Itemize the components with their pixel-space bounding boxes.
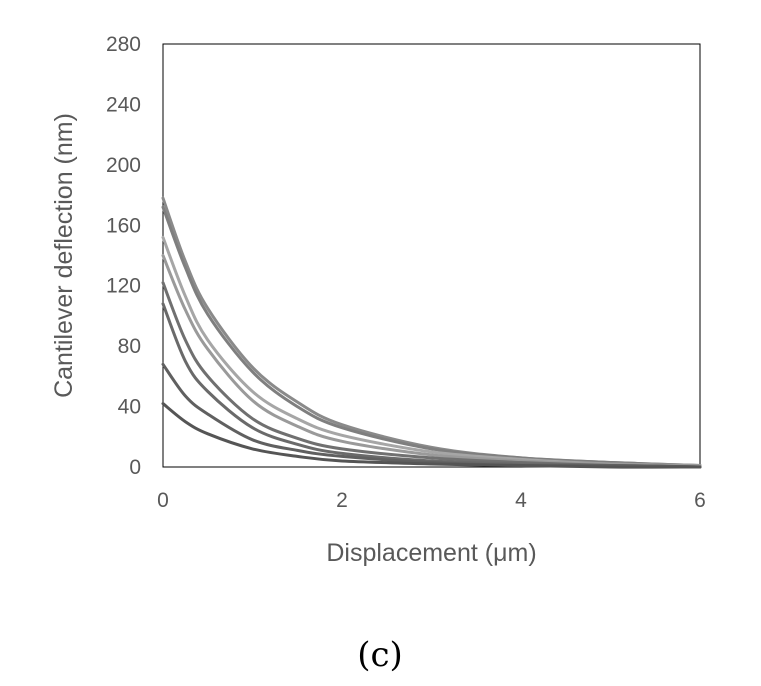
series-line-3 <box>161 235 702 467</box>
y-tick-label: 120 <box>106 275 141 298</box>
x-tick-label: 0 <box>157 489 169 512</box>
y-axis-title: Cantilever deflection (nm) <box>50 113 78 398</box>
series-line-2 <box>161 205 702 467</box>
plot-frame <box>162 43 701 468</box>
y-axis-ticks: 0 40 80 120 160 200 240 280 <box>106 33 141 479</box>
y-tick-label: 80 <box>118 335 141 358</box>
plot-area <box>162 43 701 468</box>
y-tick-label: 200 <box>106 154 141 177</box>
y-tick-label: 160 <box>106 214 141 237</box>
series-lines <box>161 196 702 469</box>
x-tick-label: 2 <box>336 489 348 512</box>
x-axis-ticks: 0 2 4 6 <box>157 489 706 512</box>
x-axis-title: Displacement (μm) <box>326 539 536 567</box>
x-tick-label: 6 <box>694 489 706 512</box>
y-tick-label: 0 <box>129 456 141 479</box>
y-tick-label: 280 <box>106 33 141 56</box>
series-line-5 <box>161 281 702 469</box>
y-tick-label: 40 <box>118 396 141 419</box>
x-tick-label: 4 <box>515 489 527 512</box>
series-line-1 <box>161 196 702 467</box>
series-line-8 <box>161 402 702 469</box>
y-tick-label: 240 <box>106 93 141 116</box>
series-line-6 <box>161 302 702 469</box>
panel-label: (c) <box>357 635 403 675</box>
